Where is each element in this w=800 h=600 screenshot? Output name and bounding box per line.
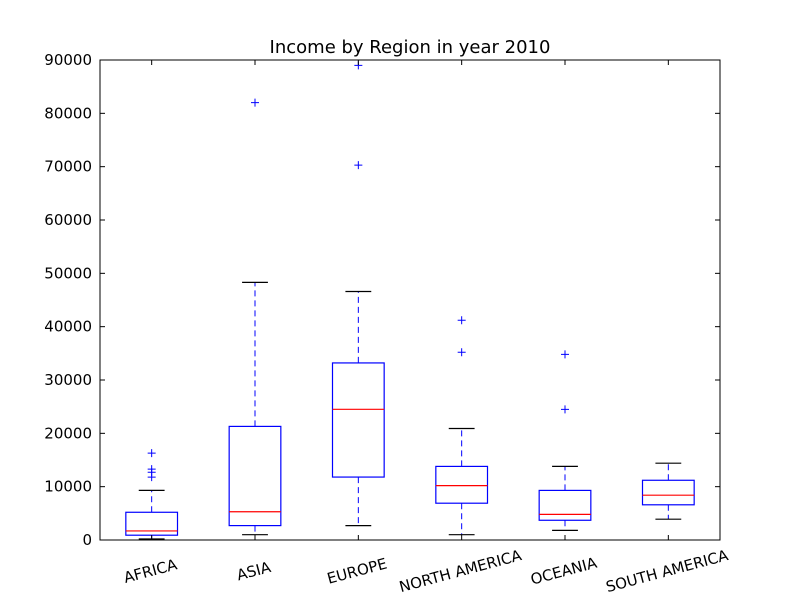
iqr-box <box>331 362 385 478</box>
y-axis: 0 10000 20000 30000 40000 50000 60000 70000 8000… <box>44 51 720 549</box>
outlier-marker <box>251 98 259 107</box>
y-tick-label: 50000 <box>44 264 92 282</box>
outlier-marker <box>457 316 466 325</box>
iqr-box <box>435 465 489 504</box>
x-tick-label: AFRICA <box>122 555 180 587</box>
box-oceania <box>538 350 592 532</box>
box-europe <box>331 61 385 527</box>
iqr-box <box>641 479 695 506</box>
x-axis: AFRICA ASIA EUROPE NORTH AMERICA OCEANIA SOUT… <box>122 60 731 596</box>
y-tick-label: 80000 <box>44 104 92 122</box>
axes-frame <box>99 59 721 541</box>
box-north-america <box>435 316 489 536</box>
x-tick-label: EUROPE <box>325 555 389 588</box>
x-tick-label: SOUTH AMERICA <box>604 546 731 596</box>
x-tick-label: ASIA <box>235 558 274 584</box>
y-tick-label: 30000 <box>44 371 92 389</box>
y-tick-label: 70000 <box>44 158 92 176</box>
outlier-marker <box>354 161 363 170</box>
y-tick-label: 40000 <box>44 318 92 336</box>
y-tick-label: 10000 <box>44 478 92 496</box>
y-tick-label: 90000 <box>44 51 92 69</box>
box-south-america <box>641 462 695 520</box>
outlier-marker <box>561 350 569 359</box>
outlier-marker <box>147 465 156 474</box>
box-asia <box>228 98 282 536</box>
outlier-marker <box>147 449 156 458</box>
x-tick-label: NORTH AMERICA <box>397 546 524 596</box>
outlier-marker <box>561 405 569 414</box>
iqr-box <box>538 489 592 521</box>
outlier-marker <box>457 348 466 357</box>
box-africa <box>125 449 179 540</box>
plot-area <box>125 61 695 540</box>
iqr-box <box>125 511 179 536</box>
x-tick-label: OCEANIA <box>529 553 600 588</box>
iqr-box <box>228 425 282 527</box>
y-tick-label: 20000 <box>44 424 92 442</box>
chart-title: Income by Region in year 2010 <box>270 37 551 58</box>
y-tick-label: 0 <box>82 531 92 549</box>
y-tick-label: 60000 <box>44 211 92 229</box>
